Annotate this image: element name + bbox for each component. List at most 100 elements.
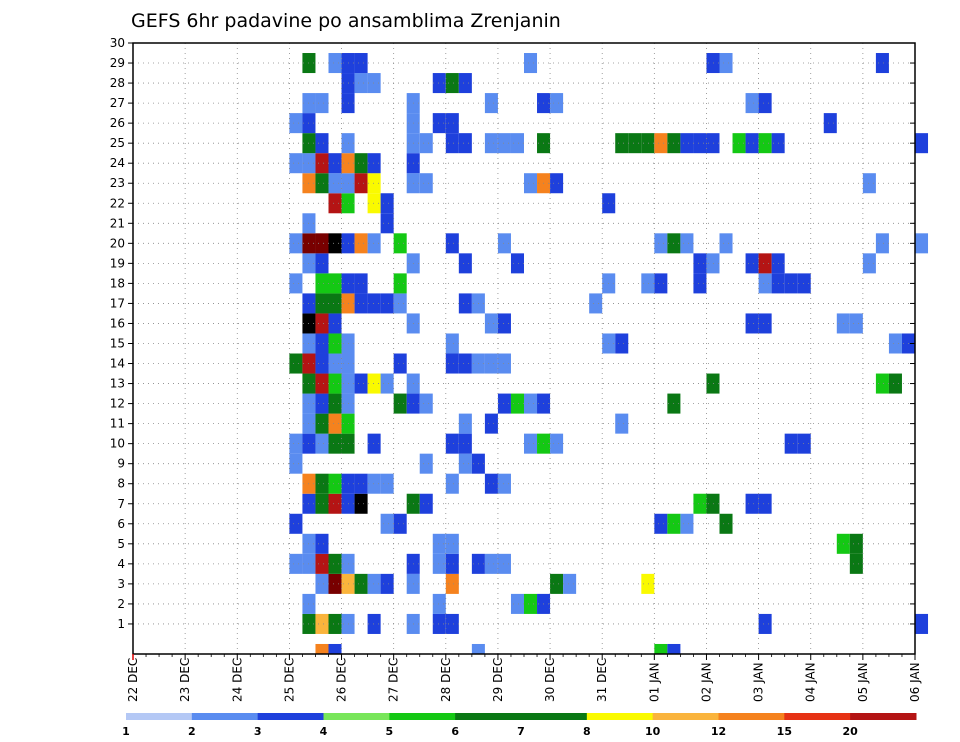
heatmap-cell	[328, 373, 342, 394]
heatmap-cell	[315, 373, 329, 394]
x-tick-label: 30 DEC	[543, 658, 557, 702]
heatmap-cell	[524, 53, 538, 74]
heatmap-cell	[680, 233, 694, 254]
heatmap-cell	[445, 233, 459, 254]
heatmap-cell	[849, 313, 863, 334]
heatmap-cell	[628, 133, 642, 154]
heatmap-cell	[510, 593, 524, 614]
heatmap-cell	[471, 643, 485, 654]
heatmap-cell	[315, 273, 329, 294]
heatmap-cell	[524, 433, 538, 454]
x-tick-label: 26 DEC	[335, 658, 349, 702]
heatmap-cell	[458, 133, 472, 154]
heatmap-cell	[667, 643, 681, 654]
heatmap-cell	[432, 593, 446, 614]
heatmap-cell	[315, 613, 329, 634]
heatmap-cell	[380, 193, 394, 214]
y-tick-label: 14	[110, 357, 125, 371]
x-tick-label: 27 DEC	[387, 658, 401, 702]
heatmap-cell	[328, 53, 342, 74]
y-tick-label: 11	[110, 417, 125, 431]
heatmap-cell	[432, 73, 446, 94]
heatmap-cell	[354, 173, 368, 194]
heatmap-cell	[315, 573, 329, 594]
colorbar-label: 3	[254, 725, 262, 738]
chart-title: GEFS 6hr padavine po ansamblima Zrenjani…	[131, 10, 561, 32]
heatmap-cell	[641, 133, 655, 154]
heatmap-cell	[875, 233, 889, 254]
heatmap-cell	[524, 393, 538, 414]
x-tick-label: 05 JAN	[856, 662, 870, 702]
heatmap-cell	[497, 473, 511, 494]
heatmap-cell	[654, 643, 668, 654]
heatmap-cell	[654, 273, 668, 294]
colorbar-segment	[455, 713, 522, 720]
x-tick-label: 25 DEC	[282, 658, 296, 702]
y-tick-label: 6	[117, 517, 125, 531]
heatmap-cell	[484, 413, 498, 434]
x-tick-label: 06 JAN	[908, 662, 922, 702]
heatmap-cell	[823, 113, 837, 134]
x-tick-label: 23 DEC	[178, 658, 192, 702]
heatmap-cell	[497, 553, 511, 574]
heatmap-cell	[289, 273, 303, 294]
heatmap-cell	[315, 493, 329, 514]
heatmap-cell	[484, 93, 498, 114]
heatmap-cell	[862, 173, 876, 194]
heatmap-cell	[745, 93, 759, 114]
heatmap-cell	[706, 53, 720, 74]
heatmap-cell	[315, 153, 329, 174]
heatmap-cell	[484, 553, 498, 574]
heatmap-cell	[458, 293, 472, 314]
heatmap-cell	[589, 293, 603, 314]
heatmap-cell	[915, 613, 929, 634]
heatmap-cell	[524, 593, 538, 614]
heatmap-cell	[719, 53, 733, 74]
heatmap-cell	[758, 273, 772, 294]
heatmap-cell	[393, 513, 407, 534]
heatmap-cell	[445, 573, 459, 594]
colorbar-label: 2	[188, 725, 196, 738]
heatmap-cell	[875, 373, 889, 394]
colorbar-label: 5	[386, 725, 394, 738]
heatmap-cell	[328, 313, 342, 334]
y-tick-label: 4	[117, 557, 125, 571]
colorbar-label: 15	[777, 725, 792, 738]
heatmap-cell	[354, 293, 368, 314]
y-tick-label: 15	[110, 336, 125, 350]
heatmap-cell	[745, 253, 759, 274]
y-tick-label: 20	[110, 236, 125, 250]
heatmap-cell	[445, 613, 459, 634]
y-tick-label: 12	[110, 397, 125, 411]
heatmap-cell	[419, 133, 433, 154]
y-tick-label: 1	[117, 617, 125, 631]
heatmap-cell	[445, 553, 459, 574]
heatmap-cell	[328, 433, 342, 454]
heatmap-cell	[693, 493, 707, 514]
heatmap-cell	[380, 293, 394, 314]
heatmap-cell	[367, 153, 381, 174]
heatmap-cell	[888, 333, 902, 354]
heatmap-cell	[445, 73, 459, 94]
heatmap-cell	[328, 333, 342, 354]
heatmap-cell	[367, 193, 381, 214]
heatmap-cell	[458, 253, 472, 274]
heatmap-cell	[862, 253, 876, 274]
heatmap-cell	[289, 353, 303, 374]
heatmap-cell	[354, 373, 368, 394]
heatmap-cell	[328, 233, 342, 254]
heatmap-cell	[445, 113, 459, 134]
heatmap-cell	[393, 353, 407, 374]
heatmap-cell	[432, 613, 446, 634]
heatmap-cell	[510, 133, 524, 154]
heatmap-cell	[328, 193, 342, 214]
heatmap-cell	[367, 293, 381, 314]
heatmap-cell	[888, 373, 902, 394]
heatmap-cell	[354, 273, 368, 294]
heatmap-cell	[706, 373, 720, 394]
heatmap-cell	[497, 313, 511, 334]
heatmap-cell	[458, 453, 472, 474]
heatmap-cell	[367, 433, 381, 454]
heatmap-cell	[849, 553, 863, 574]
heatmap-cell	[615, 133, 629, 154]
